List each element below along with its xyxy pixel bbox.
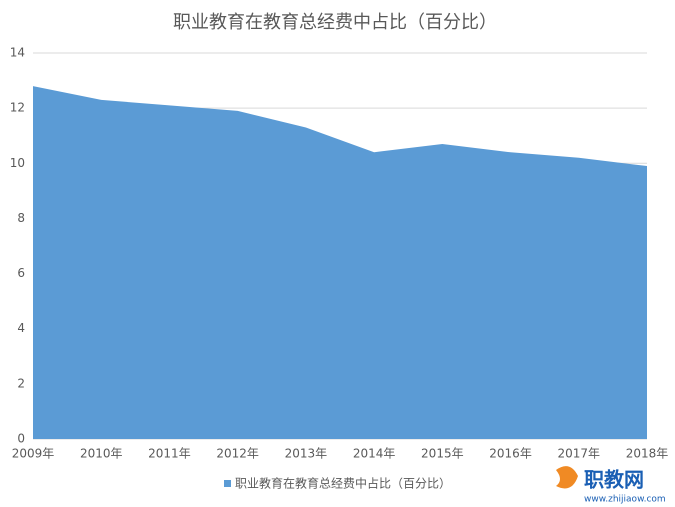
x-tick-label: 2012年 [216,447,259,461]
y-tick-label: 14 [10,46,25,60]
y-tick-label: 6 [17,266,25,280]
y-tick-label: 4 [17,321,25,335]
x-tick-label: 2010年 [80,447,123,461]
x-tick-label: 2016年 [489,447,532,461]
y-tick-label: 8 [17,211,25,225]
area [33,86,647,439]
x-tick-label: 2009年 [12,447,55,461]
y-tick-label: 0 [17,432,25,446]
x-tick-label: 2014年 [353,447,396,461]
y-tick-label: 12 [10,101,25,115]
watermark-name: 职教网 [584,468,644,492]
x-tick-label: 2018年 [626,447,669,461]
x-tick-label: 2013年 [285,447,328,461]
x-tick-label: 2015年 [421,447,464,461]
legend-swatch [224,480,231,487]
watermark-url: www.zhijiaow.com [584,495,666,505]
y-tick-label: 10 [10,156,25,170]
x-tick-label: 2017年 [558,447,601,461]
watermark-logo [556,466,578,489]
y-tick-label: 2 [17,376,25,390]
watermark: 职教网 www.zhijiaow.com [556,466,666,505]
chart-title: 职业教育在教育总经费中占比（百分比） [173,12,497,33]
legend-label: 职业教育在教育总经费中占比（百分比） [235,476,451,491]
x-tick-label: 2011年 [148,447,191,461]
